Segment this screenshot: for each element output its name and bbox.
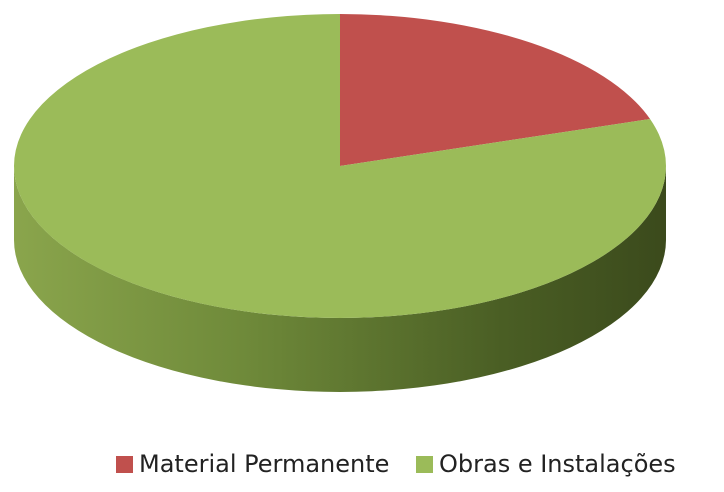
legend-label: Obras e Instalações <box>439 450 676 478</box>
legend-swatch <box>116 456 133 473</box>
legend-swatch <box>416 456 433 473</box>
pie-slice <box>340 14 651 166</box>
pie-side <box>14 166 666 392</box>
pie-slice <box>13 14 666 318</box>
legend-label: Material Permanente <box>139 450 389 478</box>
